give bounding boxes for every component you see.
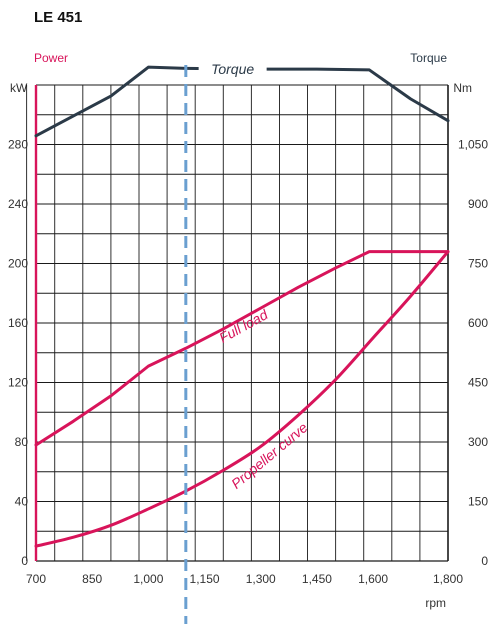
full-load-line	[34, 250, 450, 447]
x-tick-label: 700	[26, 572, 46, 586]
series-labels: Torque Full load Propeller curve	[198, 59, 311, 492]
x-tick-label: 1,150	[190, 572, 220, 586]
chart-title: LE 451	[34, 9, 82, 26]
left-tick-label: 80	[15, 435, 29, 449]
x-tick-label: 850	[82, 572, 102, 586]
right-tick-label: 900	[468, 197, 488, 211]
x-tick-labels: 700 850 1,000 1,150 1,300 1,450 1,600 1,800	[26, 572, 463, 586]
right-tick-label: 150	[468, 495, 488, 509]
right-tick-labels: 0 150 300 450 600 750 900 1,050	[458, 138, 488, 569]
propeller-curve-series-label: Propeller curve	[228, 419, 311, 492]
left-tick-label: 280	[8, 138, 28, 152]
right-tick-label: 300	[468, 435, 488, 449]
x-tick-label: 1,800	[433, 572, 463, 586]
left-tick-label: 40	[15, 495, 29, 509]
right-tick-label: 0	[481, 554, 488, 568]
x-tick-label: 1,600	[358, 572, 388, 586]
left-tick-label: 200	[8, 257, 28, 271]
left-axis-unit: kW	[10, 81, 28, 95]
left-tick-label: 160	[8, 316, 28, 330]
propeller-curve-line	[34, 250, 450, 548]
grid	[26, 84, 449, 562]
x-tick-label: 1,450	[302, 572, 332, 586]
right-tick-label: 600	[468, 316, 488, 330]
left-tick-label: 120	[8, 376, 28, 390]
x-axis-title: rpm	[425, 596, 446, 610]
left-tick-label: 240	[8, 197, 28, 211]
left-tick-label: 0	[21, 554, 28, 568]
left-axis-title: Power	[34, 51, 68, 65]
left-tick-labels: 0 40 80 120 160 200 240 280	[8, 138, 28, 569]
full-load-series-label: Full load	[216, 306, 271, 346]
torque-series-label: Torque	[211, 61, 254, 77]
torque-label-bg	[198, 59, 267, 80]
x-tick-label: 1,000	[133, 572, 163, 586]
right-tick-label: 450	[468, 376, 488, 390]
right-tick-label: 750	[468, 257, 488, 271]
right-tick-label: 1,050	[458, 138, 488, 152]
right-axis-title: Torque	[410, 51, 447, 65]
x-tick-label: 1,300	[246, 572, 276, 586]
right-axis-unit: Nm	[453, 81, 472, 95]
